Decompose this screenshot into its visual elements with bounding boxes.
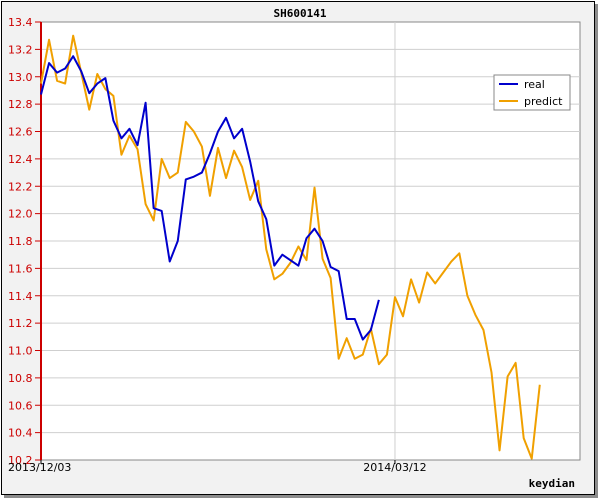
x-tick-label: 2013/12/03 bbox=[8, 461, 71, 474]
legend-box bbox=[493, 74, 571, 111]
y-tick-label: 10.6 bbox=[8, 399, 33, 412]
legend-label-predict: predict bbox=[524, 95, 563, 108]
legend: real predict bbox=[493, 74, 571, 111]
y-tick-label: 11.0 bbox=[8, 345, 33, 358]
y-tick-label: 12.4 bbox=[8, 153, 33, 166]
x-tick-label: 2014/03/12 bbox=[363, 461, 426, 474]
y-tick-label: 13.4 bbox=[8, 16, 33, 29]
series-line-predict bbox=[40, 34, 541, 460]
y-tick-label: 10.4 bbox=[8, 427, 33, 440]
series-line-real bbox=[40, 55, 380, 341]
y-tick-label: 13.0 bbox=[8, 71, 33, 84]
credit-label: keydian bbox=[529, 477, 575, 490]
y-tick-label: 12.6 bbox=[8, 126, 33, 139]
y-tick-label: 10.8 bbox=[8, 372, 33, 385]
y-tick-label: 13.2 bbox=[8, 43, 33, 56]
y-tick-label: 11.2 bbox=[8, 317, 33, 330]
y-tick-label: 12.8 bbox=[8, 98, 33, 111]
series-layer bbox=[40, 34, 541, 460]
legend-label-real: real bbox=[524, 78, 545, 91]
y-tick-label: 12.2 bbox=[8, 180, 33, 193]
y-tick-label: 10.2 bbox=[8, 454, 33, 467]
y-tick-label: 11.4 bbox=[8, 290, 33, 303]
grid-layer bbox=[41, 22, 580, 460]
y-tick-label: 11.8 bbox=[8, 235, 33, 248]
axis-layer: 10.2 10.4 10.6 10.8 11.0 11.2 11.4 11.6 11.8 12.0… bbox=[8, 16, 427, 474]
y-tick-label: 11.6 bbox=[8, 262, 33, 275]
chart-title: SH600141 bbox=[274, 7, 327, 20]
y-tick-label: 12.0 bbox=[8, 208, 33, 221]
